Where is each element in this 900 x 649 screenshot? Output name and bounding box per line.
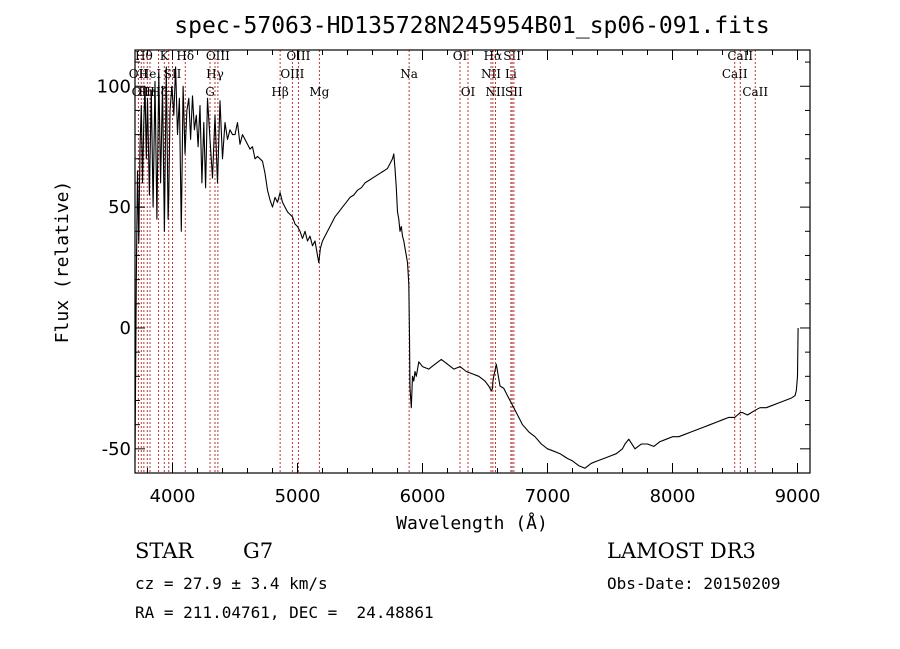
line-marker-label: Na: [400, 67, 418, 81]
y-tick-label: 100: [97, 76, 131, 97]
subclass: G7: [243, 539, 274, 563]
line-marker-label: OII: [129, 67, 149, 81]
line-marker-label: NII: [481, 67, 501, 81]
line-marker-label: Mg: [309, 85, 329, 99]
line-marker-label: SII: [164, 67, 182, 81]
line-marker-label: OIII: [286, 49, 310, 63]
line-marker-label: OII: [132, 85, 152, 99]
line-marker-label: NII: [486, 85, 506, 99]
redshift-cz: cz = 27.9 ± 3.4 km/s: [135, 574, 328, 593]
line-marker-label: SII: [503, 49, 521, 63]
line-marker-label: OI: [453, 49, 468, 63]
survey-name: LAMOST DR3: [607, 539, 756, 563]
line-marker-label: Li: [505, 67, 517, 81]
coordinates: RA = 211.04761, DEC = 24.48861: [135, 603, 434, 622]
x-tick-label: 4000: [150, 486, 196, 507]
spectral-line-markers: OIIOIIHθHηHeIHζKHSIIHδGHγOIIIHβOIIIOIIIM…: [129, 49, 768, 473]
line-marker-label: OIII: [206, 49, 230, 63]
line-marker-label: SII: [505, 85, 523, 99]
line-marker-label: K: [160, 49, 170, 63]
y-tick-label: 0: [120, 318, 131, 339]
line-marker-label: CaII: [722, 67, 748, 81]
x-tick-label: 6000: [400, 486, 446, 507]
x-tick-label: 7000: [525, 486, 571, 507]
line-marker-label: G: [205, 85, 215, 99]
x-tick-label: 5000: [275, 486, 321, 507]
x-tick-label: 9000: [775, 486, 821, 507]
y-tick-label: 50: [108, 197, 131, 218]
line-marker-label: Hβ: [271, 85, 288, 99]
plot-frame: [134, 49, 811, 474]
line-marker-label: Hθ: [135, 49, 153, 63]
spectrum-line: [134, 66, 799, 469]
line-marker-label: Hγ: [206, 67, 224, 81]
line-marker-label: HeI: [139, 67, 162, 81]
line-marker-label: Hα: [484, 49, 503, 63]
line-marker-label: CaII: [742, 85, 768, 99]
y-tick-label: -50: [102, 439, 131, 460]
chart-title: spec-57063-HD135728N245954B01_sp06-091.f…: [174, 13, 769, 39]
line-marker-label: OIII: [280, 67, 304, 81]
y-axis-title: Flux (relative): [52, 181, 73, 344]
line-marker-label: OI: [461, 85, 476, 99]
line-marker-label: Hδ: [176, 49, 194, 63]
x-tick-label: 8000: [650, 486, 696, 507]
axis-ticks: 4000 5000 6000 7000 8000 9000 -50 0 50 100: [97, 50, 821, 507]
observation-date: Obs-Date: 20150209: [607, 574, 781, 593]
object-class: STAR: [135, 539, 194, 563]
line-marker-label: CaII: [727, 49, 753, 63]
line-marker-label: H: [164, 85, 174, 99]
x-axis-title: Wavelength (Å): [396, 512, 548, 534]
